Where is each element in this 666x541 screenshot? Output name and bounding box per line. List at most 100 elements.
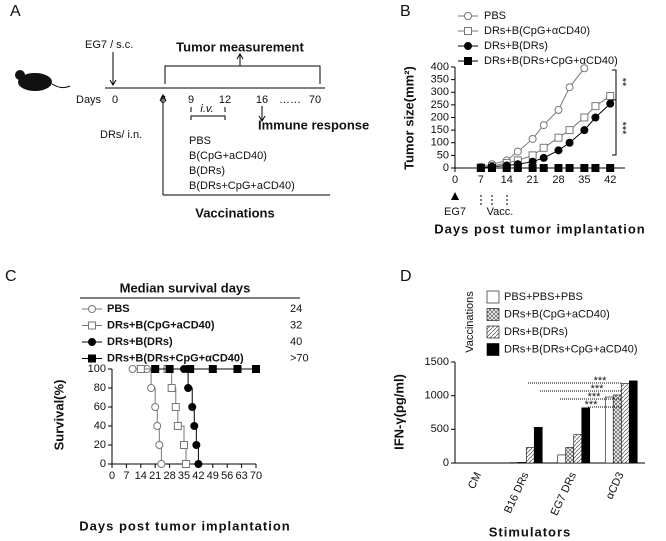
bar bbox=[612, 394, 622, 464]
x-tick-label: CM bbox=[466, 470, 484, 491]
y-tick-label: 50 bbox=[437, 149, 449, 161]
annotation: *** bbox=[591, 383, 605, 395]
y-tick-label: 1000 bbox=[425, 390, 449, 402]
x-axis-label: Days post tumor implantation bbox=[79, 518, 290, 533]
x-tick-label: 35 bbox=[178, 470, 190, 482]
annotation: EG7 bbox=[444, 206, 466, 218]
legend-label: DRs+B(DRs+CpG+αCD40) bbox=[107, 352, 244, 364]
marker bbox=[554, 146, 563, 155]
legend-marker bbox=[464, 42, 472, 50]
legend-swatch bbox=[486, 325, 500, 339]
annotation: Vacc. bbox=[487, 206, 514, 218]
marker bbox=[565, 83, 574, 92]
marker bbox=[591, 102, 600, 111]
marker bbox=[554, 164, 563, 172]
bar bbox=[581, 407, 591, 464]
marker bbox=[565, 164, 574, 172]
y-axis-label: Survival(%) bbox=[51, 380, 66, 451]
arrow bbox=[109, 52, 117, 86]
marker bbox=[153, 422, 162, 430]
marker bbox=[580, 164, 589, 172]
bracket bbox=[190, 107, 226, 120]
marker bbox=[186, 365, 195, 373]
marker bbox=[182, 460, 191, 468]
significance-bracket bbox=[612, 69, 617, 156]
legend-label: DRs+B(DRs) bbox=[484, 40, 548, 52]
bar bbox=[573, 434, 583, 464]
y-tick-label: 350 bbox=[431, 74, 449, 86]
panel-label: D bbox=[400, 268, 412, 285]
x-tick-label: EG7 DRs bbox=[549, 470, 580, 518]
mouse-icon bbox=[15, 70, 25, 80]
legend-marker bbox=[464, 27, 472, 35]
x-tick-label: 42 bbox=[192, 470, 204, 482]
marker bbox=[136, 365, 145, 373]
bar bbox=[525, 447, 535, 464]
x-axis-label: Stimulators bbox=[489, 524, 572, 539]
x-tick-label: B16 DRs bbox=[502, 470, 532, 515]
marker bbox=[554, 105, 563, 114]
vaccination-arrows bbox=[480, 193, 508, 205]
legend-label: DRs+B(CpG+αCD40) bbox=[484, 25, 590, 37]
marker bbox=[513, 147, 522, 156]
y-tick-label: 1500 bbox=[425, 356, 449, 368]
legend-marker bbox=[464, 12, 472, 20]
y-tick-label: 60 bbox=[94, 401, 106, 413]
days-label: Days bbox=[76, 94, 102, 106]
day-label: 16 bbox=[256, 94, 268, 106]
y-tick-label: 0 bbox=[100, 458, 106, 470]
median-label: >70 bbox=[290, 352, 309, 364]
mouse-tail bbox=[51, 83, 71, 89]
marker bbox=[167, 384, 176, 392]
intranasal-label: DRs/ i.n. bbox=[100, 129, 142, 141]
legend-swatch bbox=[486, 290, 500, 304]
injection-label: EG7 / s.c. bbox=[85, 39, 133, 51]
legend-label: DRs+B(DRs+CpG+αCD40) bbox=[484, 55, 618, 67]
marker bbox=[565, 126, 574, 135]
x-tick-label: 7 bbox=[478, 174, 484, 186]
y-tick-label: 400 bbox=[431, 61, 449, 73]
marker bbox=[591, 164, 600, 172]
marker bbox=[554, 133, 563, 142]
x-tick-label: αCD3 bbox=[604, 470, 627, 501]
marker bbox=[188, 403, 197, 411]
y-tick-label: 80 bbox=[94, 382, 106, 394]
group-label: B(DRs+CpG+aCD40) bbox=[189, 180, 295, 192]
marker bbox=[171, 403, 180, 411]
x-tick-label: 0 bbox=[109, 470, 115, 482]
significance-brackets bbox=[528, 382, 622, 408]
marker bbox=[606, 99, 615, 108]
legend-title: Median survival days bbox=[120, 280, 251, 295]
marker bbox=[502, 164, 511, 172]
day-label: 0 bbox=[112, 94, 118, 106]
y-tick-label: 100 bbox=[88, 363, 106, 375]
x-tick-label: 42 bbox=[604, 174, 616, 186]
legend-marker bbox=[88, 338, 96, 346]
legend-swatch bbox=[486, 343, 500, 356]
marker bbox=[606, 92, 615, 101]
marker bbox=[513, 164, 522, 172]
median-label: 40 bbox=[290, 336, 302, 348]
marker bbox=[192, 441, 201, 449]
axis bbox=[111, 369, 256, 465]
marker bbox=[151, 365, 160, 373]
x-tick-label: 35 bbox=[578, 174, 590, 186]
marker bbox=[252, 365, 260, 373]
marker bbox=[190, 422, 199, 430]
marker bbox=[580, 64, 589, 73]
bar bbox=[620, 383, 630, 464]
marker bbox=[591, 113, 600, 122]
x-tick-label: 63 bbox=[235, 470, 247, 482]
arrow bbox=[258, 106, 266, 122]
marker bbox=[180, 441, 188, 449]
legend-label: PBS bbox=[484, 10, 506, 22]
x-tick-label: 7 bbox=[123, 470, 129, 482]
marker bbox=[606, 164, 615, 172]
legend-marker bbox=[88, 321, 96, 330]
survival-curve bbox=[169, 368, 199, 464]
marker bbox=[528, 164, 537, 172]
marker bbox=[580, 126, 589, 135]
legend-swatch bbox=[486, 308, 500, 321]
marker bbox=[539, 121, 548, 130]
x-tick-label: 56 bbox=[221, 470, 233, 482]
